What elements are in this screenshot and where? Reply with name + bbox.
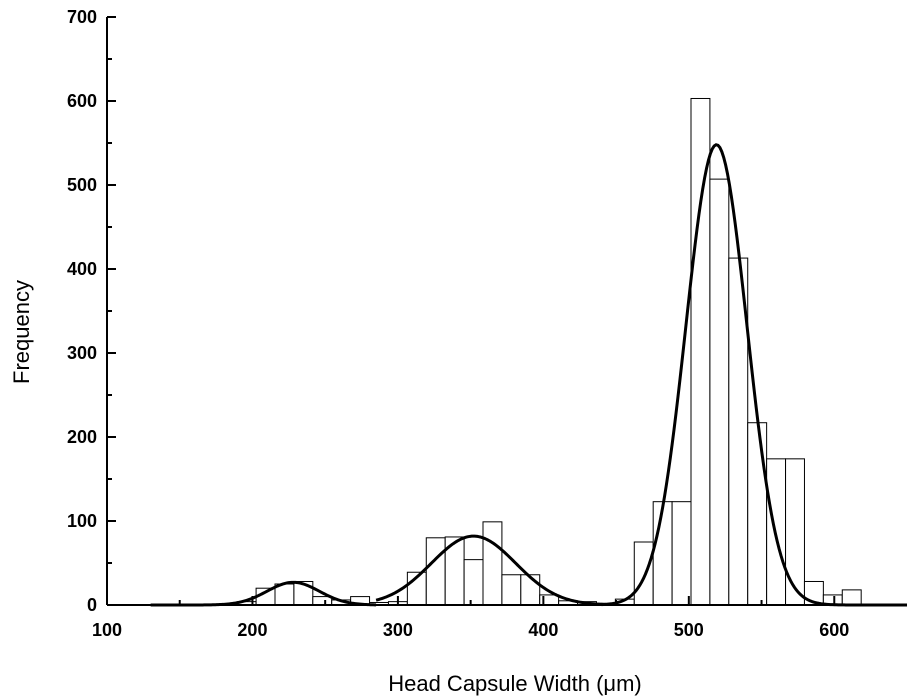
histogram-bar xyxy=(652,501,673,606)
histogram-bars xyxy=(236,97,862,606)
tick-marks xyxy=(106,16,836,606)
x-tick-label: 500 xyxy=(674,620,704,640)
y-tick-label: 100 xyxy=(67,511,97,531)
histogram-bar xyxy=(785,458,805,606)
x-tick-label: 100 xyxy=(92,620,122,640)
histogram-bar xyxy=(671,501,692,606)
histogram-bar xyxy=(520,574,541,606)
histogram-bar xyxy=(690,97,711,606)
histogram-bar xyxy=(482,521,503,606)
y-tick-label: 600 xyxy=(67,91,97,111)
x-tick-label: 400 xyxy=(528,620,558,640)
y-tick-label: 300 xyxy=(67,343,97,363)
y-tick-label: 500 xyxy=(67,175,97,195)
histogram-bar xyxy=(501,574,522,606)
x-axis-title: Head Capsule Width (μm) xyxy=(388,671,642,696)
histogram-bar xyxy=(425,537,446,606)
histogram-bar xyxy=(841,589,862,606)
histogram-bar xyxy=(463,559,484,606)
histogram-bar xyxy=(312,596,333,606)
y-axis-title: Frequency xyxy=(9,280,34,384)
fitted-curve xyxy=(375,534,605,606)
histogram-bar xyxy=(633,541,654,606)
tick-labels: 100 200 300 400 500 600 0 100 200 300 400 500 600 700 xyxy=(67,7,849,640)
histogram-bar xyxy=(709,178,730,606)
y-tick-label: 700 xyxy=(67,7,97,27)
histogram-bar xyxy=(747,422,768,606)
x-tick-label: 200 xyxy=(237,620,267,640)
x-tick-label: 600 xyxy=(819,620,849,640)
y-tick-label: 0 xyxy=(87,595,97,615)
y-tick-label: 200 xyxy=(67,427,97,447)
x-tick-label: 300 xyxy=(383,620,413,640)
y-tick-label: 400 xyxy=(67,259,97,279)
